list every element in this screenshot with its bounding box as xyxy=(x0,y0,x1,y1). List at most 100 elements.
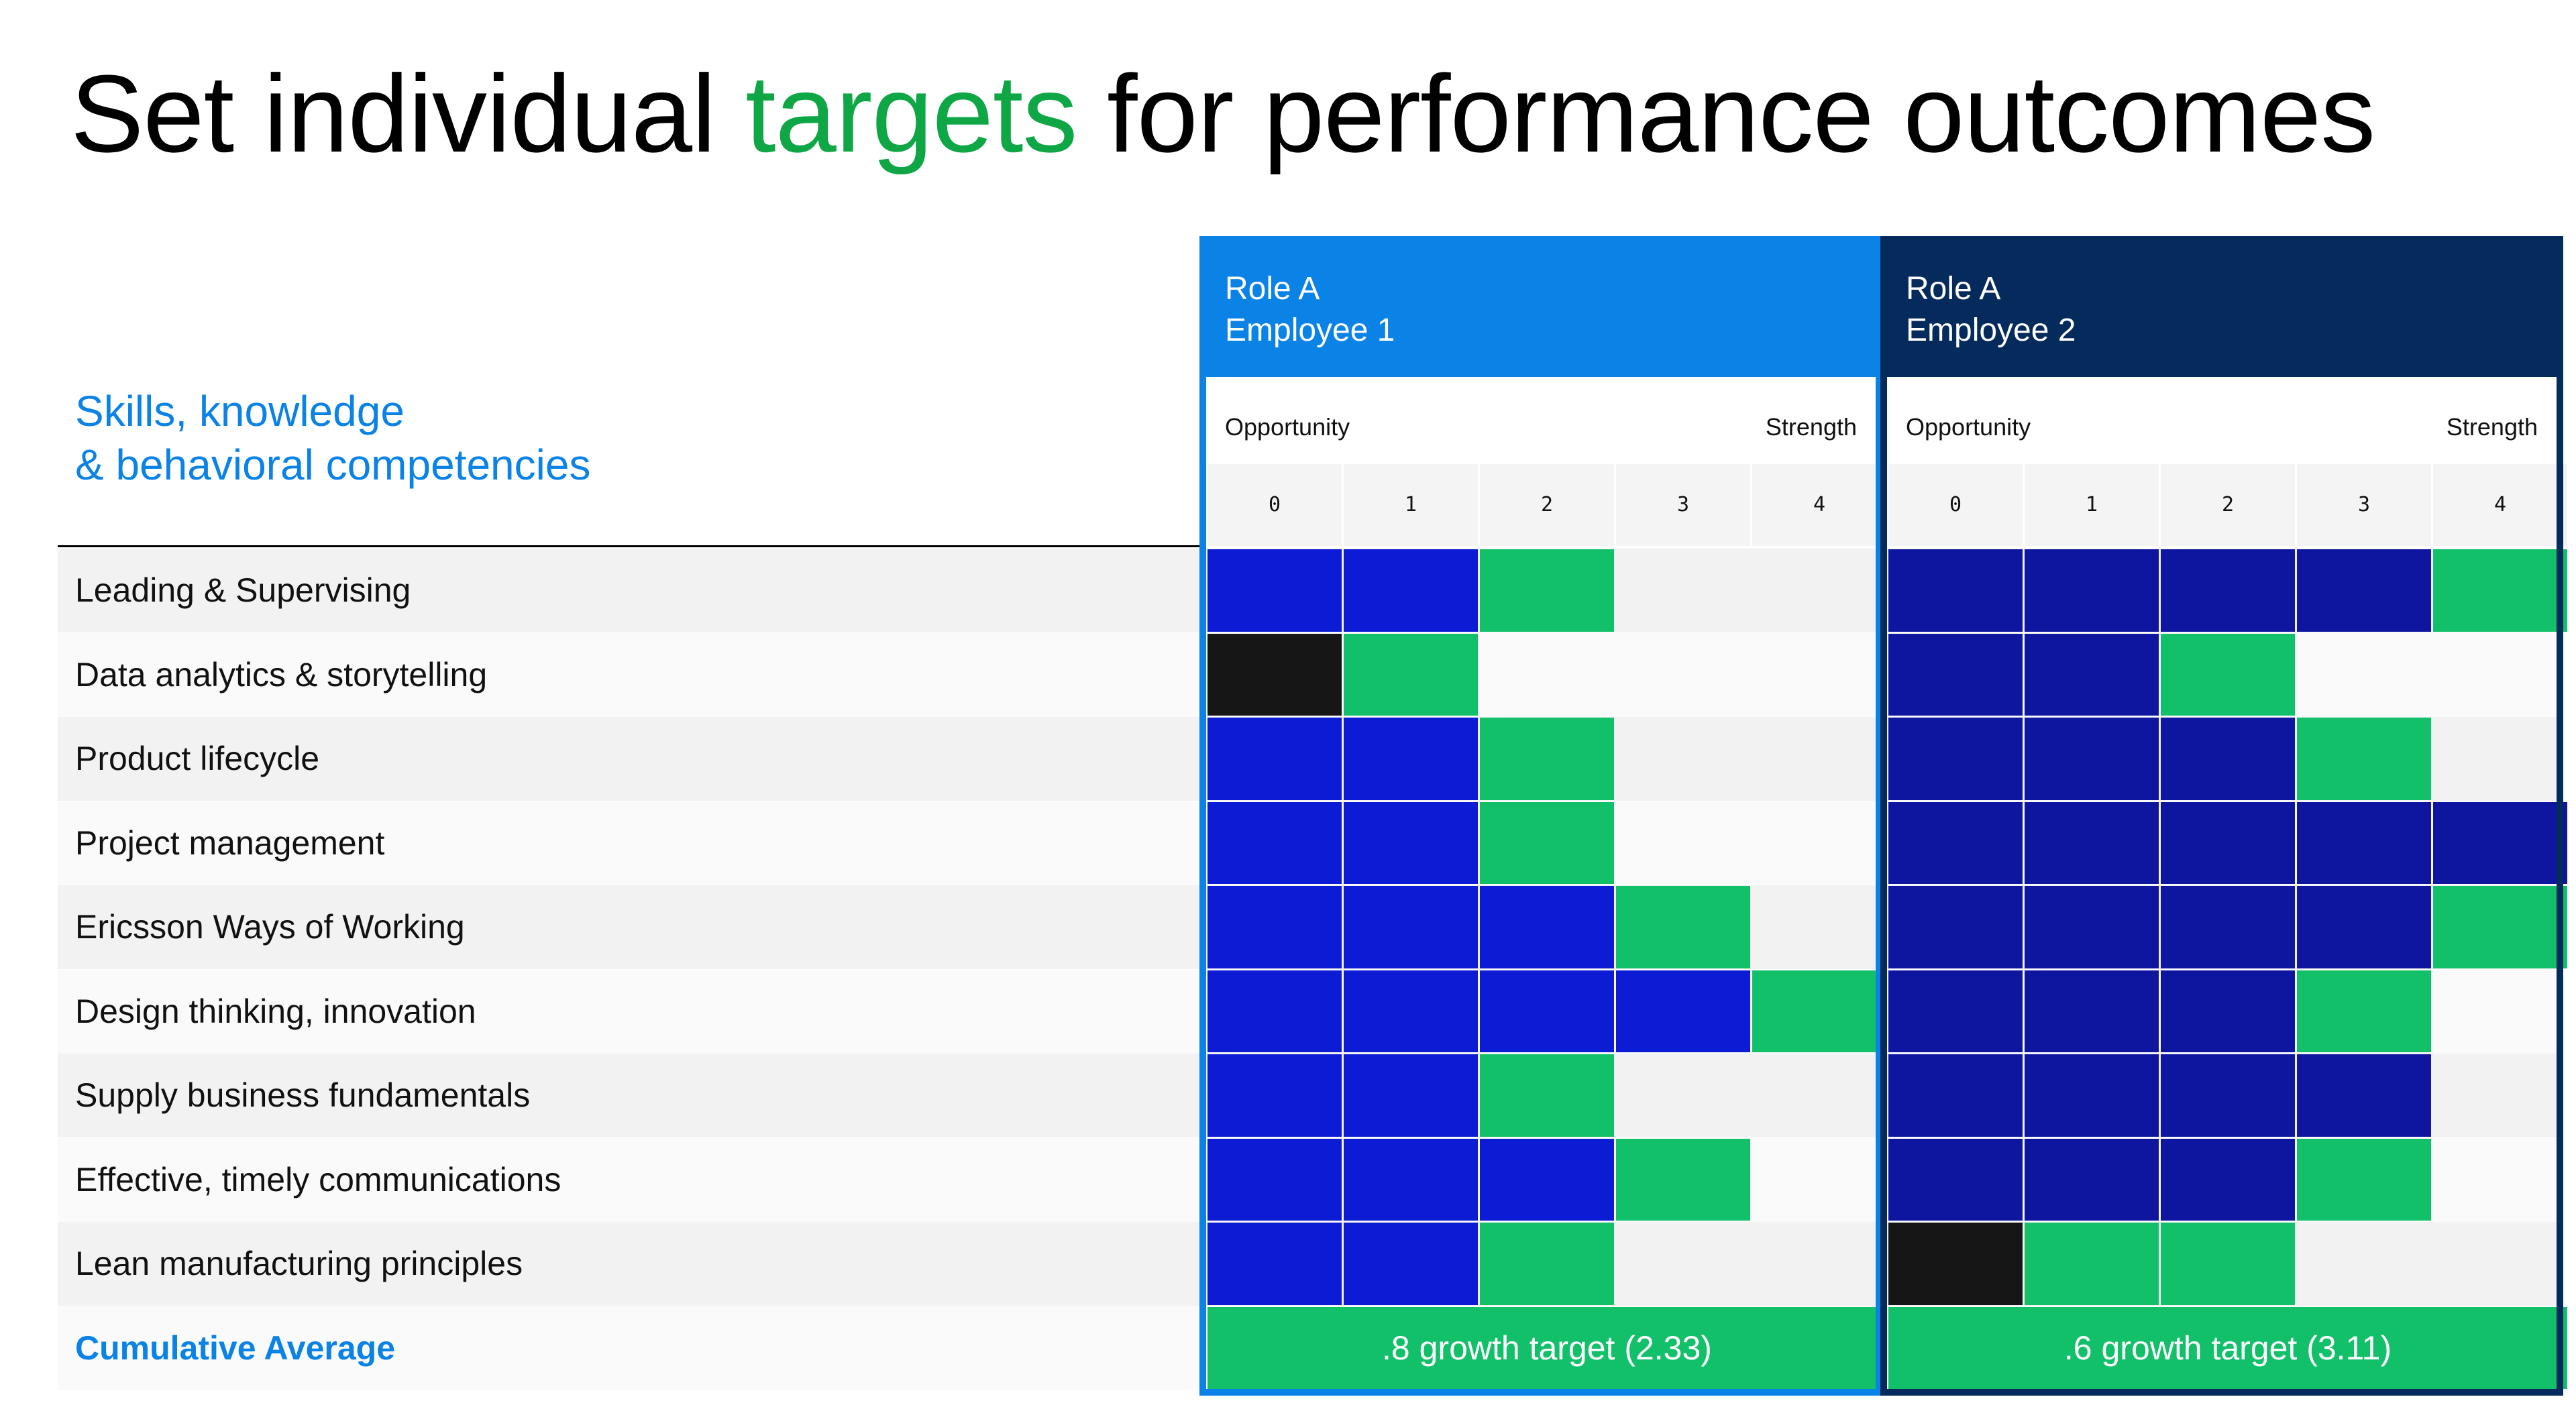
proficiency-cell xyxy=(1480,970,1614,1052)
title-accent: targets xyxy=(745,52,1077,175)
proficiency-cell xyxy=(2161,801,2295,884)
proficiency-cell xyxy=(1208,970,1342,1052)
competency-label: Project management xyxy=(75,824,385,862)
proficiency-cell xyxy=(2025,1054,2159,1137)
proficiency-cell xyxy=(2161,886,2295,968)
proficiency-cell xyxy=(1208,549,1342,632)
level-number: 1 xyxy=(2025,464,2159,546)
level-number: 0 xyxy=(1208,464,1342,546)
level-number: 0 xyxy=(1888,464,2023,546)
competency-label: Effective, timely communications xyxy=(75,1160,561,1198)
proficiency-cell xyxy=(2025,718,2159,800)
target-cell xyxy=(1480,801,1614,884)
employee-header: Role A Employee 1 xyxy=(1199,236,1882,377)
proficiency-cell xyxy=(1344,549,1478,632)
target-cell xyxy=(2297,718,2431,800)
level-number: 2 xyxy=(1480,464,1614,546)
proficiency-cell xyxy=(1888,549,2023,632)
level-number: 3 xyxy=(1616,464,1750,546)
title-prefix: Set individual xyxy=(70,52,746,175)
proficiency-cell xyxy=(2161,970,2295,1052)
target-cell xyxy=(1344,633,1478,716)
proficiency-cell xyxy=(2025,549,2159,632)
proficiency-cell xyxy=(2297,886,2431,968)
target-cell xyxy=(2161,1223,2295,1305)
proficiency-cell xyxy=(1208,801,1342,884)
employee-header: Role A Employee 2 xyxy=(1880,236,2563,377)
level-number: 3 xyxy=(2297,464,2431,546)
proficiency-cell xyxy=(1480,1138,1614,1221)
proficiency-cell xyxy=(1888,970,2023,1052)
proficiency-cell xyxy=(1344,886,1478,968)
gap-cell xyxy=(1888,1223,2023,1305)
competency-label: Leading & Supervising xyxy=(75,571,411,609)
employee-panel-1: Role A Employee 1 Opportunity Strength 0 1 2 3 4… xyxy=(1199,236,1886,1396)
scale-labels: Opportunity Strength xyxy=(1199,377,1882,464)
employee-panel-2: Role A Employee 2 Opportunity Strength 0 1 2 3 4… xyxy=(1880,236,2567,1396)
proficiency-cell xyxy=(2025,970,2159,1052)
title-suffix: for performance outcomes xyxy=(1077,52,2375,175)
level-number: 1 xyxy=(1344,464,1478,546)
cumulative-label: Cumulative Average xyxy=(75,1329,396,1367)
gap-cell xyxy=(1208,633,1342,716)
competency-label: Design thinking, innovation xyxy=(75,992,476,1030)
proficiency-cell xyxy=(1480,886,1614,968)
proficiency-cell xyxy=(1208,1054,1342,1137)
scale-labels: Opportunity Strength xyxy=(1880,377,2563,464)
target-cell xyxy=(1752,970,1886,1052)
proficiency-cell xyxy=(1208,1223,1342,1305)
skills-heading-line1: Skills, knowledge xyxy=(75,387,405,435)
strength-label: Strength xyxy=(1765,413,1857,441)
proficiency-cell xyxy=(1888,718,2023,800)
role-label: Role A xyxy=(1906,271,2001,306)
strength-label: Strength xyxy=(2446,413,2538,441)
target-cell xyxy=(1480,1223,1614,1305)
proficiency-cell xyxy=(1888,801,2023,884)
proficiency-cell xyxy=(2025,1138,2159,1221)
employee-name: Employee 2 xyxy=(1906,313,2076,348)
proficiency-cell xyxy=(2161,718,2295,800)
growth-target: .6 growth target (3.11) xyxy=(1888,1306,2567,1389)
proficiency-cell xyxy=(1208,718,1342,800)
proficiency-cell xyxy=(2025,633,2159,716)
role-label: Role A xyxy=(1225,271,1320,306)
proficiency-cell xyxy=(1888,633,2023,716)
header-divider xyxy=(58,545,1205,547)
proficiency-cell xyxy=(2297,1054,2431,1137)
competency-label: Lean manufacturing principles xyxy=(75,1245,523,1282)
skills-heading-line2: & behavioral competencies xyxy=(75,441,591,489)
target-cell xyxy=(2161,633,2295,716)
target-cell xyxy=(1616,1138,1750,1221)
proficiency-cell xyxy=(2297,549,2431,632)
opportunity-label: Opportunity xyxy=(1906,413,2031,441)
proficiency-cell xyxy=(2161,1054,2295,1137)
competency-label: Ericsson Ways of Working xyxy=(75,908,465,946)
skills-heading: Skills, knowledge & behavioral competenc… xyxy=(75,384,590,492)
proficiency-cell xyxy=(1616,970,1750,1052)
growth-target: .8 growth target (2.33) xyxy=(1208,1306,1886,1389)
proficiency-cell xyxy=(1344,1223,1478,1305)
page-title: Set individual targets for performance o… xyxy=(70,47,2375,181)
level-number: 2 xyxy=(2161,464,2295,546)
proficiency-cell xyxy=(1888,886,2023,968)
proficiency-cell xyxy=(1344,970,1478,1052)
proficiency-cell xyxy=(1344,801,1478,884)
employee-role-name: Role A Employee 1 xyxy=(1225,268,1395,351)
target-cell xyxy=(1480,549,1614,632)
target-cell xyxy=(1616,886,1750,968)
proficiency-cell xyxy=(1344,1054,1478,1137)
proficiency-cell xyxy=(1344,718,1478,800)
proficiency-cell xyxy=(2433,801,2567,884)
proficiency-cell xyxy=(2297,801,2431,884)
employee-role-name: Role A Employee 2 xyxy=(1906,268,2076,351)
proficiency-cell xyxy=(2025,801,2159,884)
target-cell xyxy=(2025,1223,2159,1305)
target-cell xyxy=(1480,1054,1614,1137)
level-number: 4 xyxy=(2433,464,2567,546)
proficiency-cell xyxy=(1888,1054,2023,1137)
proficiency-cell xyxy=(1208,886,1342,968)
level-number: 4 xyxy=(1752,464,1886,546)
competency-label: Data analytics & storytelling xyxy=(75,655,488,693)
